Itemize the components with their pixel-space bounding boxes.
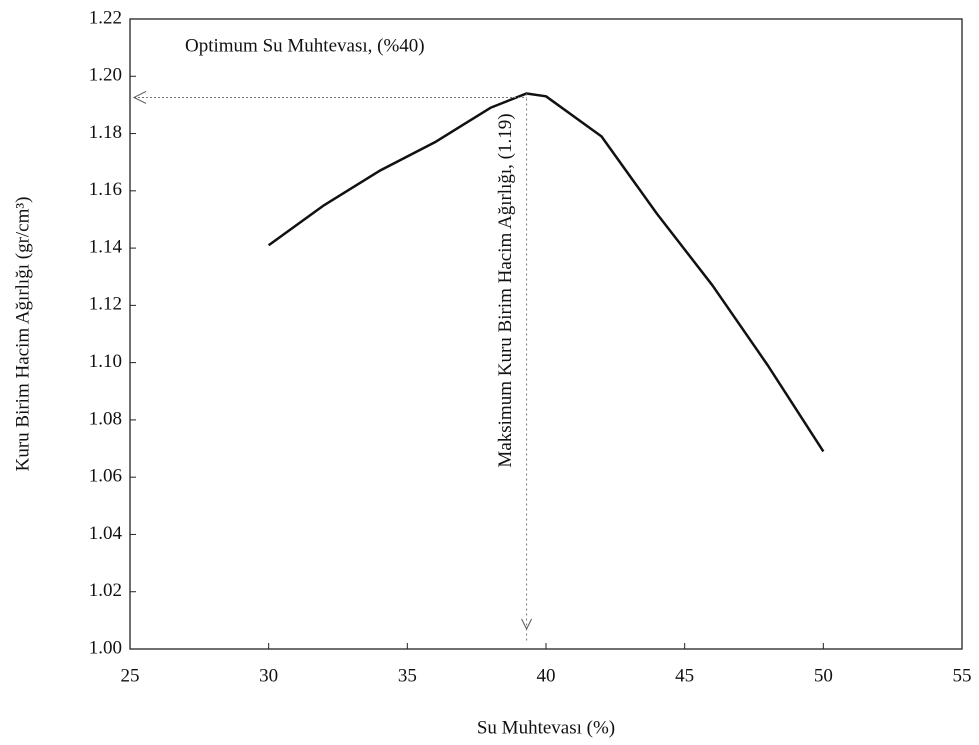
x-tick-label: 40 bbox=[537, 665, 556, 686]
annotation-arrow bbox=[521, 618, 533, 631]
x-tick-label: 45 bbox=[675, 665, 694, 686]
y-tick-label: 1.04 bbox=[89, 523, 123, 544]
annotation: Maksimum Kuru Birim Hacim Ağırlığı, (1.1… bbox=[495, 113, 516, 467]
x-tick-label: 55 bbox=[953, 665, 972, 686]
y-tick-label: 1.10 bbox=[89, 351, 122, 372]
y-tick-label: 1.08 bbox=[89, 408, 122, 429]
annotation-arrow bbox=[132, 91, 147, 104]
x-tick-label: 30 bbox=[259, 665, 278, 686]
x-tick-label: 25 bbox=[121, 665, 140, 686]
plot-frame bbox=[129, 18, 963, 650]
y-tick-label: 1.16 bbox=[89, 179, 122, 200]
y-tick-label: 1.18 bbox=[89, 122, 122, 143]
y-tick-label: 1.06 bbox=[89, 466, 122, 487]
y-tick-label: 1.02 bbox=[89, 580, 122, 601]
y-tick-label: 1.00 bbox=[89, 637, 122, 658]
y-tick-label: 1.12 bbox=[89, 294, 122, 315]
x-axis-label: Su Muhtevası (%) bbox=[477, 717, 615, 738]
y-tick-label: 1.14 bbox=[89, 236, 123, 257]
y-axis-label: Kuru Birim Hacim Ağırlığı (gr/cm³) bbox=[12, 197, 33, 472]
y-tick-label: 1.22 bbox=[89, 7, 122, 28]
x-tick-label: 35 bbox=[398, 665, 417, 686]
annotation: Optimum Su Muhtevası, (%40) bbox=[185, 35, 425, 56]
data-line bbox=[267, 92, 825, 453]
y-tick-label: 1.20 bbox=[89, 65, 122, 86]
x-tick-label: 50 bbox=[814, 665, 833, 686]
